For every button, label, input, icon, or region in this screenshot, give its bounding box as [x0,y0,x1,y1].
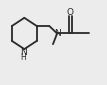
Text: N: N [54,29,61,38]
Text: N: N [20,48,27,57]
Text: O: O [67,8,74,17]
Text: H: H [20,53,26,62]
